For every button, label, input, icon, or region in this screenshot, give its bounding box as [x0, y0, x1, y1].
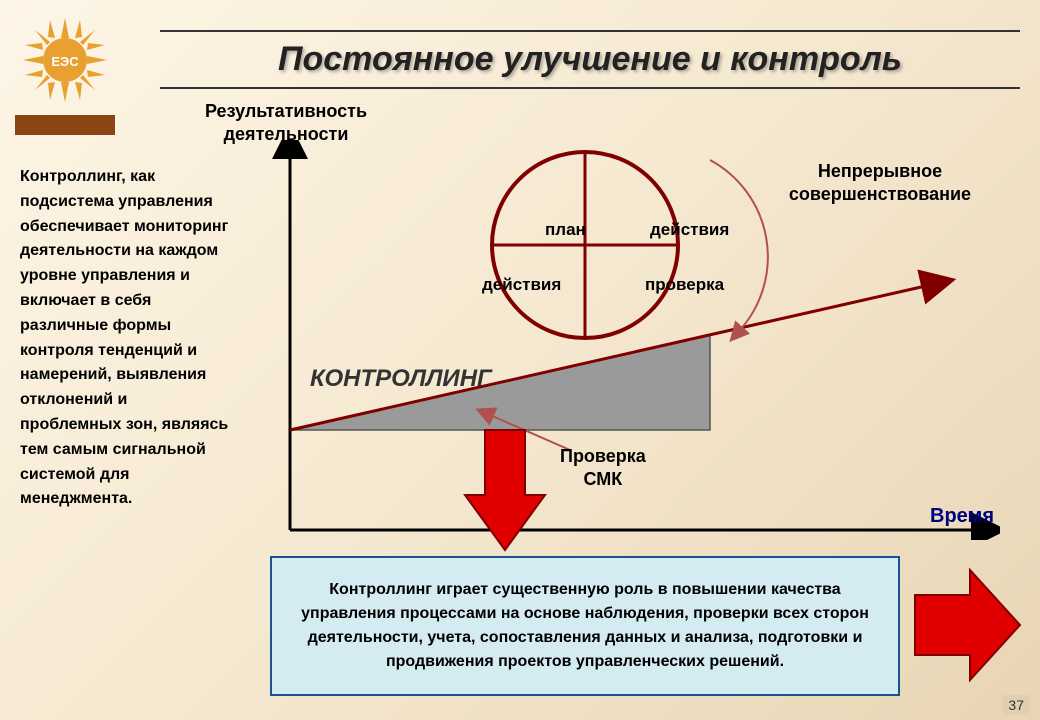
cross-horizontal — [494, 244, 676, 247]
pdca-wheel: план действия действия проверка — [490, 150, 680, 340]
pdca-do: действия — [482, 275, 561, 295]
red-right-arrow — [910, 560, 1025, 690]
logo: ЕЭС — [15, 10, 115, 110]
check-smk-label: Проверка СМК — [560, 445, 646, 492]
pdca-plan: план — [545, 220, 586, 240]
svg-text:ЕЭС: ЕЭС — [51, 54, 79, 69]
header: Постоянное улучшение и контроль — [160, 30, 1020, 89]
red-down-arrow — [460, 425, 550, 555]
controlling-label: КОНТРОЛЛИНГ — [310, 365, 492, 393]
pdca-check: проверка — [645, 275, 724, 295]
page-number: 37 — [1002, 695, 1030, 715]
page-title: Постоянное улучшение и контроль — [160, 40, 1020, 79]
pdca-act: действия — [650, 220, 729, 240]
y-axis-label: Результативность деятельности — [205, 100, 367, 145]
left-description: Контроллинг, как подсистема управления о… — [20, 165, 230, 512]
improvement-label: Непрерывное совершенствование — [745, 160, 1015, 207]
x-axis-label: Время — [930, 505, 994, 528]
pdca-circle — [490, 150, 680, 340]
bottom-summary-box: Контроллинг играет существенную роль в п… — [270, 556, 900, 696]
decorative-bar — [15, 115, 115, 135]
